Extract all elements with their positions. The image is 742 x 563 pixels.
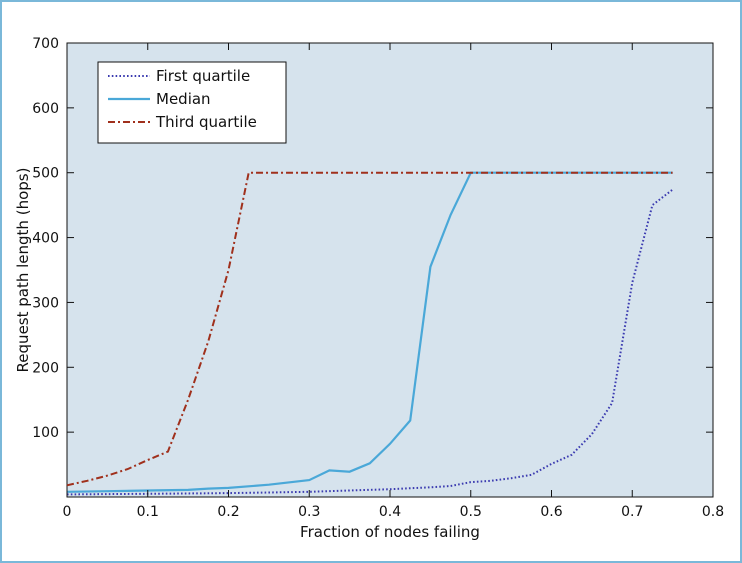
y-tick-label: 300 — [32, 295, 59, 311]
y-tick-label: 700 — [32, 36, 59, 52]
y-tick-label: 500 — [32, 166, 59, 182]
ticks-layer: 0 0.1 0.2 0.3 0.4 0.5 0.6 0.7 0.8 100 200 300 400 500… — [32, 36, 724, 520]
series-line-first-quartile — [66, 188, 674, 496]
legend: First quartile Median Third quartile — [97, 61, 287, 144]
x-tick-label: 0.1 — [137, 504, 159, 520]
x-tick-label: 0.6 — [540, 504, 562, 520]
legend-label: Median — [156, 90, 211, 108]
y-tick-label: 600 — [32, 101, 59, 117]
x-tick-label: 0.3 — [298, 504, 320, 520]
x-axis-label: Fraction of nodes failing — [300, 523, 480, 541]
x-tick-label: 0.4 — [379, 504, 401, 520]
legend-label: Third quartile — [155, 113, 257, 131]
legend-box — [97, 61, 287, 144]
y-tick-label: 400 — [32, 231, 59, 247]
x-tick-label: 0.7 — [621, 504, 643, 520]
x-tick-label: 0.8 — [702, 504, 724, 520]
series-line-median — [66, 171, 673, 493]
x-tick-label: 0.2 — [217, 504, 239, 520]
series-line-third-quartile — [66, 171, 673, 487]
x-tick-label: 0.5 — [460, 504, 482, 520]
y-tick-label: 200 — [32, 360, 59, 376]
series-layer — [66, 171, 674, 496]
x-tick-label: 0 — [63, 504, 72, 520]
y-tick-label: 100 — [32, 425, 59, 441]
y-axis-label: Request path length (hops) — [14, 168, 32, 373]
legend-label: First quartile — [156, 67, 250, 85]
